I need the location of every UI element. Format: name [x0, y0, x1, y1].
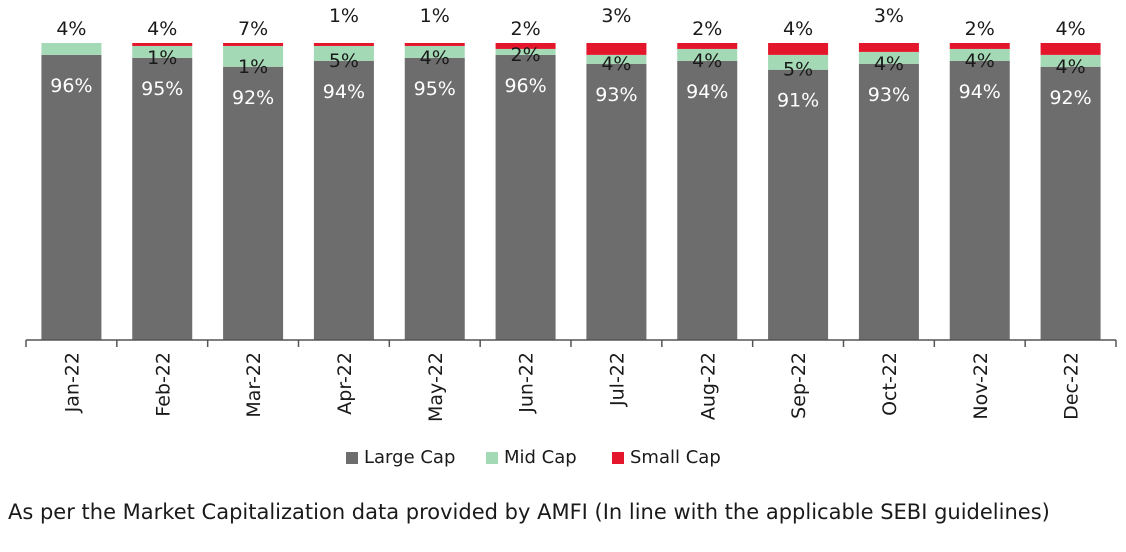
legend-item-mid-cap: Mid Cap: [486, 447, 577, 468]
bar-large-cap: [404, 57, 465, 340]
data-label-inner: 4%: [692, 50, 722, 72]
bar-mid-cap: [132, 45, 193, 58]
bar-large-cap: [586, 63, 647, 340]
bar-large-cap: [132, 57, 193, 340]
data-label-top: 3%: [874, 5, 904, 27]
data-label-inner: 4%: [874, 53, 904, 75]
x-tick-label: Jul-22: [606, 352, 628, 407]
data-label-inner: 5%: [783, 59, 813, 81]
data-label-inner: 4%: [965, 50, 995, 72]
bar-small-cap: [223, 43, 284, 46]
legend-item-small-cap: Small Cap: [612, 447, 721, 468]
legend: Large Cap Mid Cap Small Cap: [0, 447, 1126, 477]
bar-large-cap: [313, 60, 374, 340]
bar-small-cap: [586, 43, 647, 55]
bar-small-cap: [495, 43, 556, 49]
bar-small-cap: [132, 43, 193, 46]
legend-label-small-cap: Small Cap: [630, 447, 721, 468]
data-label-large-cap: 93%: [595, 84, 637, 106]
bar-mid-cap: [768, 54, 829, 70]
data-label-top: 4%: [1056, 18, 1086, 40]
data-label-inner: 4%: [601, 53, 631, 75]
x-axis: [25, 339, 1117, 347]
bar-small-cap: [858, 43, 919, 52]
data-label-top: 4%: [147, 18, 177, 40]
x-tick-label: Oct-22: [879, 352, 901, 416]
data-label-large-cap: 94%: [686, 81, 728, 103]
data-label-large-cap: 92%: [232, 87, 274, 109]
bar-mid-cap: [313, 45, 374, 61]
data-label-top: 2%: [965, 18, 995, 40]
data-label-large-cap: 96%: [50, 75, 92, 97]
bar-mid-cap: [495, 48, 556, 55]
bar-small-cap: [404, 43, 465, 46]
data-label-top: 3%: [601, 5, 631, 27]
bar-large-cap: [223, 66, 284, 340]
data-label-large-cap: 94%: [959, 81, 1001, 103]
bar-small-cap: [768, 43, 829, 55]
x-tick-label: Nov-22: [970, 352, 992, 420]
bar-large-cap: [949, 60, 1010, 340]
bar-small-cap: [313, 43, 374, 46]
x-tick-label: Dec-22: [1061, 352, 1083, 420]
legend-swatch-small-cap: [612, 451, 624, 464]
bar-large-cap: [677, 60, 738, 340]
bar-small-cap: [677, 43, 738, 49]
legend-swatch-large-cap: [346, 451, 358, 464]
bar-mid-cap: [677, 48, 738, 61]
data-label-inner: 4%: [1056, 56, 1086, 78]
data-label-top: 1%: [420, 5, 450, 27]
bar-mid-cap: [586, 54, 647, 64]
data-label-large-cap: 96%: [504, 75, 546, 97]
data-labels-group: 96% 4% Jan-22 95% 1% 4% Feb-22 92% 1% 7% Mar-22 94%…: [50, 5, 1091, 422]
bar-mid-cap: [949, 48, 1010, 61]
bars-group: [41, 43, 1101, 340]
data-label-large-cap: 95%: [414, 78, 456, 100]
data-label-top: 4%: [56, 18, 86, 40]
x-tick-label: Jun-22: [516, 352, 538, 414]
data-label-large-cap: 94%: [323, 81, 365, 103]
x-tick-label: Jan-22: [61, 352, 83, 413]
footnote: As per the Market Capitalization data pr…: [8, 500, 1050, 524]
x-tick-label: Mar-22: [243, 352, 265, 418]
x-tick-label: May-22: [425, 352, 447, 422]
x-tick-label: Apr-22: [334, 352, 356, 415]
data-label-top: 7%: [238, 18, 268, 40]
bar-large-cap: [768, 69, 829, 340]
data-label-top: 4%: [783, 18, 813, 40]
bar-mid-cap: [1040, 54, 1101, 67]
x-tick-label: Aug-22: [697, 352, 719, 420]
data-label-large-cap: 91%: [777, 90, 819, 112]
data-label-large-cap: 95%: [141, 78, 183, 100]
data-label-top: 2%: [511, 18, 541, 40]
data-label-top: 2%: [692, 18, 722, 40]
data-label-inner: 5%: [329, 50, 359, 72]
bar-large-cap: [858, 63, 919, 340]
data-label-inner: 2%: [511, 44, 541, 66]
data-label-inner: 1%: [147, 47, 177, 69]
bar-small-cap: [949, 43, 1010, 49]
bar-mid-cap: [41, 43, 102, 55]
bar-small-cap: [1040, 43, 1101, 55]
data-label-large-cap: 93%: [868, 84, 910, 106]
legend-swatch-mid-cap: [486, 451, 498, 464]
bar-large-cap: [1040, 66, 1101, 340]
bar-large-cap: [41, 54, 102, 340]
legend-item-large-cap: Large Cap: [346, 447, 455, 468]
data-label-large-cap: 92%: [1049, 87, 1091, 109]
legend-label-large-cap: Large Cap: [364, 447, 456, 468]
bar-large-cap: [495, 54, 556, 340]
legend-label-mid-cap: Mid Cap: [504, 447, 577, 468]
data-label-inner: 4%: [420, 47, 450, 69]
bar-mid-cap: [858, 51, 919, 64]
x-tick-label: Sep-22: [788, 352, 810, 419]
data-label-inner: 1%: [238, 56, 268, 78]
data-label-top: 1%: [329, 5, 359, 27]
bar-mid-cap: [223, 45, 284, 67]
bar-mid-cap: [404, 45, 465, 58]
x-tick-label: Feb-22: [152, 352, 174, 417]
